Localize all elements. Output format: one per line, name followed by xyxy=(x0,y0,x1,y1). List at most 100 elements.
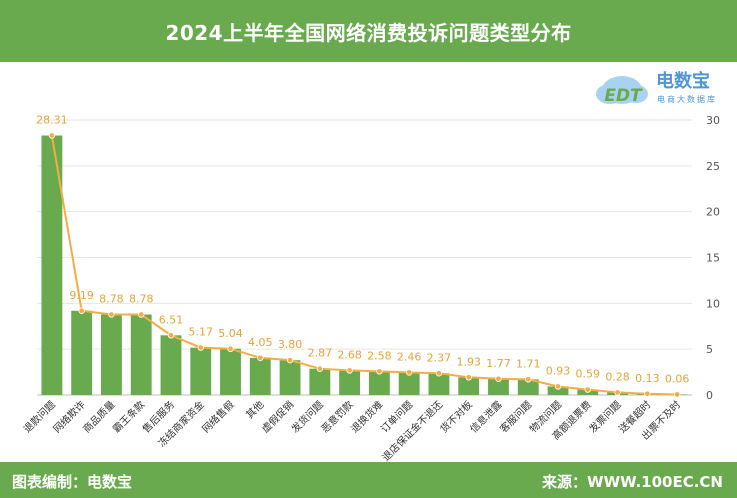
y-tick-label: 10 xyxy=(706,297,720,310)
x-tick-label: 其他 xyxy=(243,398,266,421)
line-point xyxy=(376,368,383,375)
line-point xyxy=(405,369,413,376)
logo-name: 电数宝 xyxy=(656,70,710,92)
line-point xyxy=(167,332,175,339)
value-label: 2.87 xyxy=(308,347,333,360)
bar xyxy=(368,371,390,395)
bar xyxy=(517,379,539,395)
bar xyxy=(220,348,241,395)
x-tick-label: 货不对板 xyxy=(437,398,474,435)
bar xyxy=(339,370,361,395)
trend-line xyxy=(50,135,678,396)
y-tick-label: 15 xyxy=(706,252,720,265)
x-tick-label: 虚假促销 xyxy=(259,398,296,435)
chart-area: 28.31 9.19 8.78 8.78 6.51 5.17 5.04 4.05 3.80 2.8… xyxy=(0,62,737,464)
line-point xyxy=(227,345,234,352)
value-label: 0.28 xyxy=(605,370,630,383)
x-tick-label: 发票问题 xyxy=(586,398,623,435)
line-point xyxy=(257,354,264,362)
value-label: 2.46 xyxy=(397,350,422,363)
line-point xyxy=(108,311,115,318)
x-tick-label: 网络售假 xyxy=(199,398,236,435)
x-tick-label: 发货问题 xyxy=(288,398,325,435)
value-labels: 28.31 9.19 8.78 8.78 6.51 5.17 5.04 4.05 3.80 2.8… xyxy=(36,113,689,385)
bar xyxy=(428,373,450,395)
footer-source: 来源：WWW.100EC.CN xyxy=(542,473,723,491)
value-label: 2.37 xyxy=(427,351,452,364)
bar-series xyxy=(41,135,688,395)
value-label: 4.05 xyxy=(248,336,273,349)
cloud-icon: EDT xyxy=(596,76,648,106)
bar xyxy=(71,310,93,395)
bar xyxy=(309,368,331,395)
x-tick-label: 退款问题 xyxy=(21,398,58,435)
y-tick-label: 25 xyxy=(706,160,720,173)
x-tick-label: 商品质量 xyxy=(80,398,117,435)
y-tick-label: 30 xyxy=(706,114,720,127)
line-point xyxy=(286,356,294,364)
line-point xyxy=(584,386,591,393)
bar xyxy=(458,377,480,395)
bar xyxy=(41,135,63,395)
line-point xyxy=(673,391,681,398)
x-tick-label: 霸王条款 xyxy=(110,398,147,435)
value-label: 1.93 xyxy=(456,355,481,368)
value-label: 6.51 xyxy=(159,313,184,326)
bar xyxy=(547,386,569,395)
bar xyxy=(130,314,152,395)
line-point xyxy=(435,370,443,377)
line-point xyxy=(197,344,204,351)
bar xyxy=(160,335,182,395)
logo-sub: 电商大数据库 xyxy=(657,94,717,104)
bar xyxy=(398,372,420,395)
value-label: 5.17 xyxy=(189,326,214,339)
value-label: 8.78 xyxy=(129,293,154,306)
line-point xyxy=(495,375,502,382)
value-label: 9.19 xyxy=(69,289,94,302)
line-point xyxy=(346,367,353,374)
value-label: 0.59 xyxy=(576,368,601,381)
x-tick-label: 客服问题 xyxy=(497,398,534,435)
value-label: 5.04 xyxy=(218,327,243,340)
x-tick-label: 恶意罚款 xyxy=(318,398,355,435)
bar xyxy=(279,360,301,395)
value-label: 0.93 xyxy=(546,364,571,377)
footer-bar: 图表编制：电数宝 来源：WWW.100EC.CN xyxy=(0,462,737,498)
line-point xyxy=(138,311,145,318)
line-point xyxy=(554,383,562,390)
line-point xyxy=(525,376,532,383)
logo: EDT 电数宝 电商大数据库 xyxy=(596,70,717,106)
line-point xyxy=(465,374,472,381)
value-label: 1.71 xyxy=(516,357,541,370)
chart-svg: 28.31 9.19 8.78 8.78 6.51 5.17 5.04 4.05 3.80 2.8… xyxy=(21,70,720,464)
header-bar: 2024上半年全国网络消费投诉问题类型分布 xyxy=(0,0,737,62)
value-label: 2.68 xyxy=(337,348,362,361)
line-point xyxy=(644,390,651,398)
y-tick-label: 5 xyxy=(706,343,713,356)
footer-credit: 图表编制：电数宝 xyxy=(12,473,133,491)
line-point xyxy=(316,365,324,372)
line-series xyxy=(48,132,681,398)
value-label: 0.06 xyxy=(665,372,690,385)
y-axis: 0 5 10 15 20 25 30 xyxy=(706,114,720,402)
line-point xyxy=(48,132,56,139)
value-label: 2.58 xyxy=(367,349,392,362)
x-tick-label: 网络欺诈 xyxy=(50,398,87,435)
line-point xyxy=(614,389,621,396)
value-label: 3.80 xyxy=(278,338,303,351)
line-point xyxy=(78,307,85,314)
y-tick-label: 20 xyxy=(706,206,720,219)
y-tick-label: 0 xyxy=(706,389,713,402)
value-label: 8.78 xyxy=(99,293,124,306)
logo-mark: EDT xyxy=(604,86,643,106)
chart-title: 2024上半年全国网络消费投诉问题类型分布 xyxy=(165,20,572,45)
bar xyxy=(488,378,509,395)
value-label: 1.77 xyxy=(486,357,511,370)
bar xyxy=(101,314,122,395)
x-tick-label: 退换货难 xyxy=(348,398,385,435)
value-label: 0.13 xyxy=(635,372,660,385)
bar xyxy=(249,357,271,395)
bar xyxy=(190,347,212,395)
